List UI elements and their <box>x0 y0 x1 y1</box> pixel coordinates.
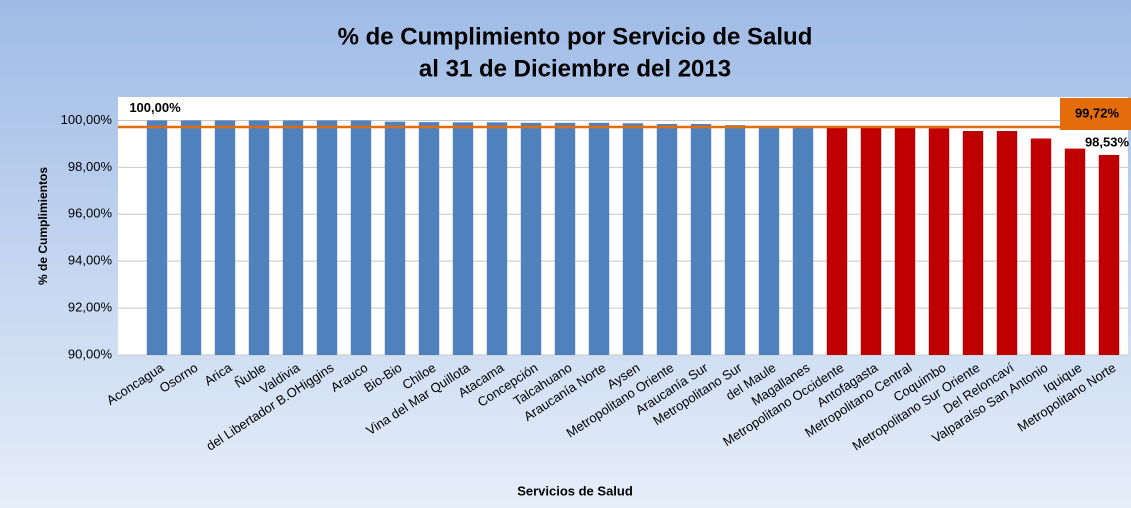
y-tick-label: 100,00% <box>61 112 113 127</box>
bar <box>1098 154 1120 355</box>
bar <box>418 122 440 355</box>
bar <box>214 120 236 355</box>
bar <box>894 127 916 356</box>
y-axis-title: % de Cumplimientos <box>36 167 50 285</box>
bar <box>622 123 644 355</box>
bar <box>724 125 746 356</box>
y-tick-label: 96,00% <box>68 206 113 221</box>
y-tick-label: 94,00% <box>68 253 113 268</box>
bar <box>452 122 474 356</box>
x-axis-title: Servicios de Salud <box>517 483 633 498</box>
bar <box>860 127 882 355</box>
bar <box>1064 148 1086 355</box>
data-label: 100,00% <box>129 100 181 115</box>
bar <box>826 127 848 355</box>
bar <box>350 120 372 355</box>
chart-title: % de Cumplimiento por Servicio de Salud <box>338 23 813 50</box>
y-tick-label: 92,00% <box>68 300 113 315</box>
bar <box>520 122 542 355</box>
bar <box>1030 138 1052 355</box>
bar <box>554 122 576 355</box>
bar <box>690 123 712 356</box>
chart-subtitle: al 31 de Diciembre del 2013 <box>419 55 731 82</box>
bar <box>758 126 780 355</box>
bar <box>316 120 338 355</box>
reference-label-box <box>1060 98 1131 130</box>
bar <box>962 131 984 355</box>
bar <box>486 122 508 356</box>
reference-label: 99,72% <box>1075 105 1120 120</box>
bar <box>996 131 1018 355</box>
bar <box>928 128 950 355</box>
bar <box>588 122 610 355</box>
bar <box>180 120 202 355</box>
bar <box>248 120 270 355</box>
y-tick-label: 90,00% <box>68 346 113 361</box>
bar <box>384 121 406 355</box>
y-tick-label: 98,00% <box>68 159 113 174</box>
data-label: 98,53% <box>1085 134 1130 149</box>
bar <box>282 120 304 355</box>
bar <box>792 126 814 356</box>
bar <box>656 123 678 356</box>
bar <box>146 120 168 355</box>
